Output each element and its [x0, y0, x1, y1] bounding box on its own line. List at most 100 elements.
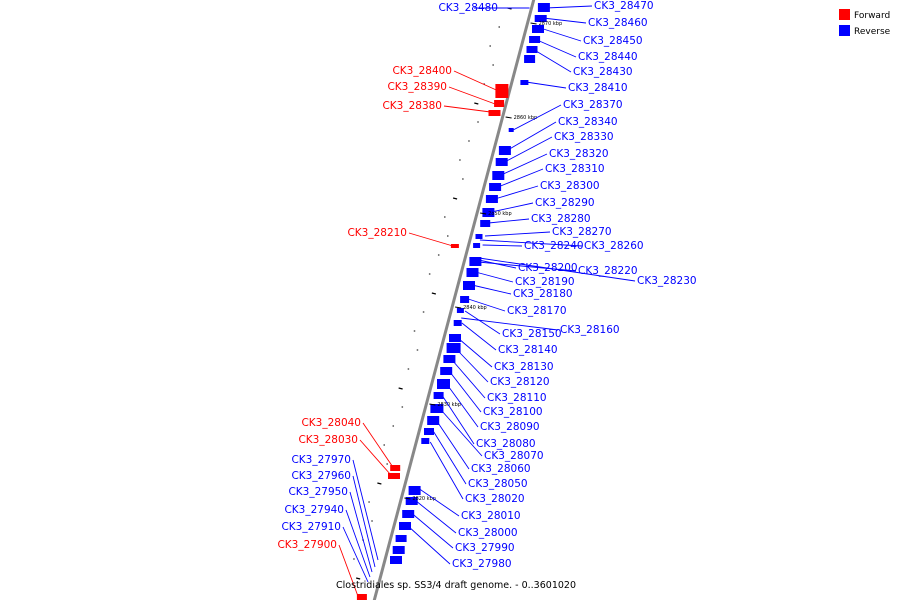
reverse-gene-28	[433, 392, 444, 399]
label-leader	[342, 526, 369, 583]
label-leader	[468, 298, 506, 312]
label-leader	[448, 86, 496, 105]
label-leader	[345, 509, 371, 578]
gene-label: CK3_28030	[298, 434, 358, 446]
reverse-gene-3	[529, 36, 541, 43]
gene-label: CK3_28050	[468, 478, 528, 490]
kbp-tick-mark	[429, 403, 436, 406]
minor-tick	[355, 577, 361, 580]
label-leader	[451, 359, 486, 399]
gene-label: CK3_28390	[387, 81, 447, 93]
gene-label: CK3_28240	[524, 240, 584, 252]
gene-label: CK3_28440	[578, 51, 638, 63]
gene-label: CK3_28130	[494, 361, 554, 373]
gene-label: CK3_28260	[584, 240, 644, 252]
gene-label: CK3_28370	[563, 99, 623, 111]
forward-gene-0	[495, 84, 509, 98]
gene-label: CK3_28150	[502, 328, 562, 340]
reverse-gene-38	[392, 546, 405, 554]
label-leader	[545, 5, 593, 9]
reverse-gene-29	[430, 404, 444, 413]
reverse-gene-23	[449, 334, 461, 342]
label-leader	[479, 239, 583, 247]
gene-label: CK3_28320	[549, 148, 609, 160]
reverse-gene-27	[437, 379, 450, 389]
label-leader	[488, 218, 530, 224]
label-leader	[438, 407, 483, 457]
kbp-tick-mark	[530, 22, 537, 25]
gene-label: CK3_27940	[284, 504, 344, 516]
kbp-tick-label: 2860 kbp	[514, 115, 538, 121]
genome-caption: Clostridiales sp. SS3/4 draft genome. - …	[336, 580, 576, 591]
label-leader	[429, 441, 464, 500]
reverse-gene-4	[526, 46, 538, 53]
label-leader	[475, 271, 514, 283]
gene-label: CK3_28170	[507, 305, 567, 317]
reverse-gene-26	[440, 367, 453, 375]
kbp-tick-label: 2830 kbp	[437, 402, 461, 408]
label-leader	[417, 487, 460, 517]
gene-label: CK3_28180	[513, 288, 573, 300]
label-leader	[464, 310, 501, 335]
gene-label: CK3_28090	[480, 421, 540, 433]
reverse-gene-34	[405, 497, 418, 505]
reverse-gene-16	[473, 243, 481, 248]
minor-tick-marks	[353, 7, 512, 580]
label-leader	[482, 244, 523, 247]
gene-label: CK3_27910	[281, 521, 341, 533]
gene-label: CK3_28290	[535, 197, 595, 209]
gene-label: CK3_28140	[498, 344, 558, 356]
reverse-gene-35	[402, 510, 415, 518]
label-leaders	[338, 5, 636, 597]
reverse-gene-0	[537, 3, 550, 12]
label-leader	[536, 39, 577, 58]
kbp-tick-mark	[455, 306, 462, 309]
gene-label: CK3_27990	[455, 542, 515, 554]
gene-label: CK3_28190	[515, 276, 575, 288]
label-leader	[443, 105, 491, 113]
reverse-gene-5	[524, 55, 536, 63]
reverse-gene-24	[446, 343, 461, 353]
reverse-gene-32	[421, 438, 430, 444]
kbp-ticks: 2870 kbp 2860 kbp 2850 kbp 2840 kbp 2830 kbp…	[404, 21, 562, 502]
gene-label: CK3_28310	[545, 163, 605, 175]
gene-label: CK3_28200	[518, 262, 578, 274]
label-leader	[507, 121, 557, 151]
gene-label: CK3_28330	[554, 131, 614, 143]
label-leader	[442, 395, 475, 445]
gene-label: CK3_28000	[458, 527, 518, 539]
kbp-tick-label: 2820 kbp	[412, 496, 436, 502]
label-leader	[349, 491, 373, 573]
gene-label: CK3_28400	[392, 65, 452, 77]
legend: Forward Reverse	[839, 9, 891, 37]
gene-label: CK3_28040	[301, 417, 361, 429]
reverse-gene-18	[466, 268, 479, 277]
minor-tick	[431, 292, 437, 295]
reverse-gene-20	[460, 296, 470, 303]
reverse-gene-22	[453, 320, 462, 326]
label-leader	[534, 49, 572, 73]
legend-reverse-label: Reverse	[854, 27, 891, 37]
gene-label: CK3_28300	[540, 180, 600, 192]
label-leader	[435, 419, 470, 470]
gene-label: CK3_28280	[531, 213, 591, 225]
kbp-tick-mark	[480, 212, 487, 215]
reverse-gene-36	[399, 522, 411, 530]
legend-reverse-swatch	[839, 25, 850, 36]
reverse-gene-2	[532, 25, 544, 33]
reverse-gene-12	[485, 195, 498, 203]
label-leader	[432, 430, 467, 485]
gene-label: CK3_28060	[471, 463, 531, 475]
reverse-gene-11	[489, 183, 502, 191]
reverse-gene-8	[498, 146, 511, 155]
gene-label: CK3_28110	[487, 392, 547, 404]
label-leader	[338, 544, 359, 597]
minor-tick	[398, 387, 403, 390]
forward-gene-1	[494, 100, 505, 107]
forward-gene-2	[488, 110, 501, 116]
gene-label: CK3_28480	[438, 2, 498, 14]
gene-label: CK3_28340	[558, 116, 618, 128]
gene-label: CK3_27980	[452, 558, 512, 570]
kbp-tick-mark	[404, 497, 411, 500]
